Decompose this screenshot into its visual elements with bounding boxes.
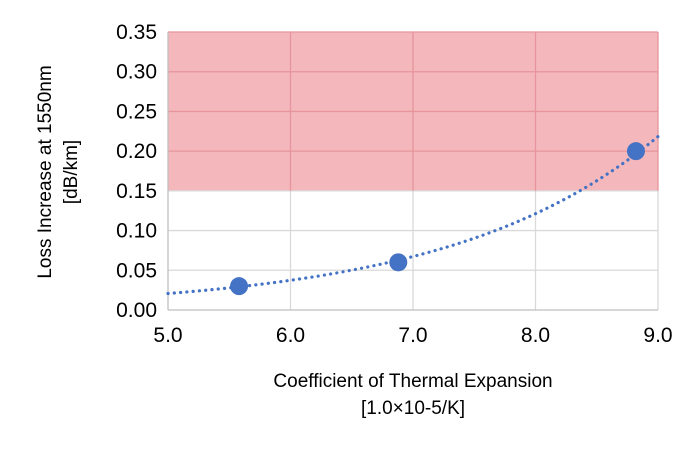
data-point [230, 277, 249, 296]
y-tick-label: 0.20 [116, 140, 157, 163]
y-tick-label: 0.15 [116, 180, 157, 203]
trendline-layer [166, 134, 660, 296]
data-point [389, 253, 408, 272]
axes [167, 32, 658, 311]
y-tick-labels: 0.00 0.05 0.10 0.15 0.20 0.25 0.30 0.35 [116, 21, 157, 322]
data-point [626, 142, 645, 161]
y-tick-label: 0.10 [116, 220, 157, 243]
data-points [230, 142, 645, 296]
x-axis-unit: [1.0×10-5/K] [361, 398, 465, 419]
grid [168, 31, 659, 310]
x-axis-title: Coefficient of Thermal Expansion [273, 371, 552, 392]
x-tick-label: 9.0 [643, 324, 672, 347]
y-tick-label: 0.25 [116, 100, 157, 123]
x-tick-label: 6.0 [276, 324, 305, 347]
y-tick-label: 0.05 [116, 259, 157, 282]
y-axis-title: Loss Increase at 1550nm [35, 65, 56, 278]
x-tick-label: 5.0 [153, 324, 182, 347]
y-tick-label: 0.30 [116, 61, 157, 84]
y-axis-unit: [dB/km] [61, 140, 82, 204]
x-tick-label: 7.0 [398, 324, 427, 347]
y-tick-label: 0.35 [116, 21, 157, 44]
x-tick-label: 8.0 [521, 324, 550, 347]
y-tick-label: 0.00 [116, 299, 157, 322]
trendline [166, 134, 660, 296]
x-tick-labels: 5.0 6.0 7.0 8.0 9.0 [153, 324, 672, 347]
